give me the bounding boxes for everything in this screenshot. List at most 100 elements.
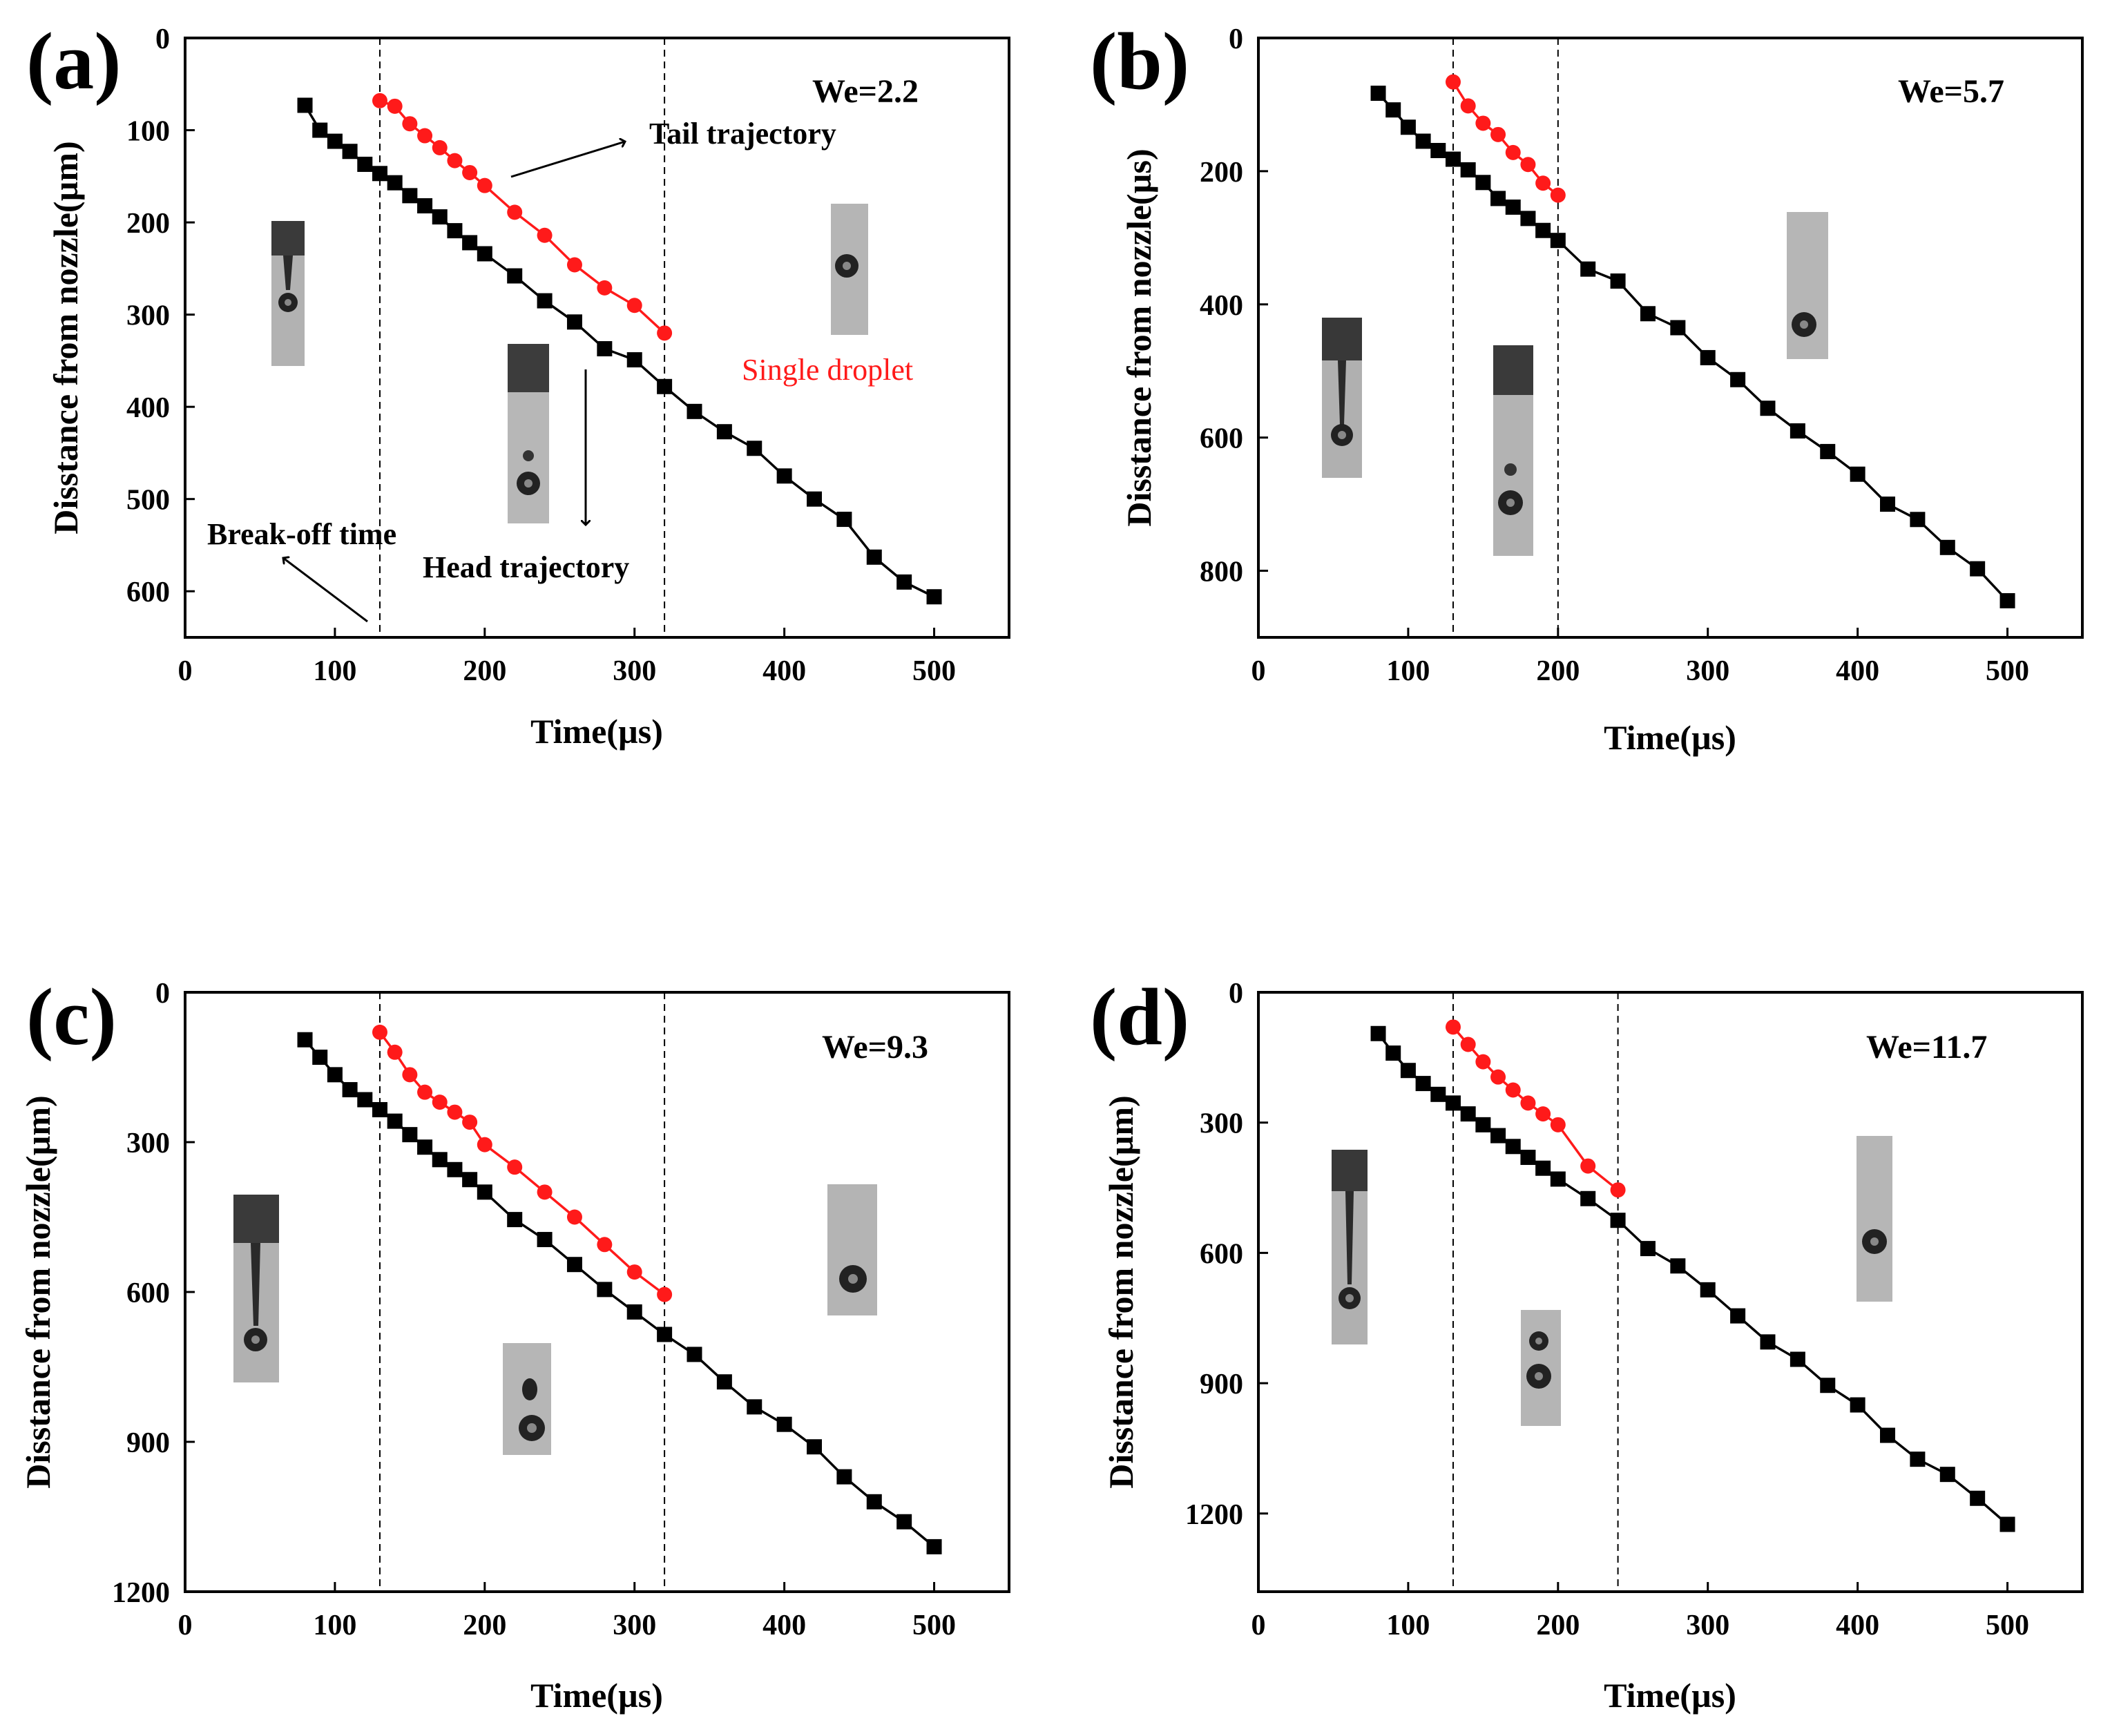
panel-d-droplet-image-1 [1332,1150,1368,1344]
head-data-point [462,1172,478,1188]
y-tick-label: 600 [126,577,170,608]
panel-c-ylabel: Disstance from nozzle(µm) [19,1095,57,1488]
head-data-point [807,1439,823,1455]
head-data-point [1385,102,1401,118]
panel-c-y-ticks: 0 300 600 900 1200 [112,978,195,1609]
panel-a-x-ticks: 0 100 200 300 400 500 [178,628,956,687]
head-data-point [1760,1334,1776,1350]
panel-b: (b) 0 200 400 600 800 0 100 200 300 400 500 We=5.… [1090,16,2084,757]
y-tick-label: 1200 [112,1577,170,1609]
tail-trajectory-line [1452,1026,1619,1191]
head-data-point [507,268,523,284]
head-data-point [1400,119,1416,135]
head-data-point [447,223,463,239]
head-data-point [372,1101,387,1117]
x-tick-label: 500 [912,655,956,687]
panel-c-xlabel: Time(µs) [530,1676,663,1715]
head-data-point [357,156,373,172]
tail-data-point [432,139,448,155]
head-data-point [417,1139,433,1155]
head-data-point [687,403,702,419]
tail-data-point [1490,1069,1506,1085]
y-tick-label: 0 [1229,978,1243,1010]
head-data-point [1610,273,1626,289]
tail-data-point [507,204,523,220]
panel-b-letter: (b) [1090,16,1189,106]
y-tick-label: 600 [1200,1238,1243,1270]
head-data-point [537,293,553,309]
panel-b-tail-series [1445,74,1566,203]
panel-b-droplet-image-1 [1322,318,1362,478]
head-data-point [327,133,343,149]
head-data-point [1939,1467,1955,1483]
panel-d-x-ticks: 0 100 200 300 400 500 [1251,1582,2029,1641]
y-tick-label: 400 [126,392,170,424]
panel-b-droplet-image-3 [1787,212,1828,359]
tail-data-point [1445,1019,1461,1035]
panel-c-head-series [297,1032,942,1554]
panel-a-tail-label: Tail trajectory [649,117,836,151]
head-data-point [807,491,823,507]
head-data-point [1475,1117,1491,1132]
head-data-point [1850,466,1865,482]
head-data-point [1999,592,2015,608]
head-data-point [1970,1490,1986,1506]
tail-data-point [402,116,418,132]
panel-c-droplet-image-2 [503,1343,551,1455]
tail-data-point [537,1184,553,1200]
head-data-point [402,188,418,204]
head-data-point [626,1304,642,1320]
panel-d-ylabel: Disstance from nozzle(µm) [1102,1095,1140,1488]
head-data-point [657,378,673,394]
head-data-point [432,1152,448,1168]
panel-c: (c) 0 300 600 900 1200 0 100 200 300 400 500 We=9… [19,972,1010,1715]
head-data-point [1670,1258,1686,1274]
tail-data-point [1535,175,1551,191]
x-tick-label: 100 [313,1610,356,1641]
head-data-point [1610,1213,1626,1228]
head-data-point [776,468,792,484]
panel-c-x-ticks: 0 100 200 300 400 500 [178,1582,956,1641]
head-data-point [1910,1452,1926,1467]
head-data-point [1430,142,1446,158]
head-data-point [1415,1076,1431,1092]
head-data-point [566,314,582,330]
panel-d-droplet-image-2 [1521,1310,1561,1426]
head-data-point [462,235,478,251]
head-data-point [776,1416,792,1432]
x-tick-label: 200 [1536,1610,1580,1641]
head-data-point [477,1184,492,1200]
panel-d-y-ticks: 0 300 600 900 1200 [1185,978,1268,1531]
x-tick-label: 300 [613,655,656,687]
head-data-point [1535,1160,1551,1176]
tail-data-point [387,1044,403,1060]
head-data-point [432,209,448,225]
y-tick-label: 500 [126,485,170,517]
head-data-point [507,1212,523,1228]
x-tick-label: 0 [178,1610,193,1641]
panel-b-ylabel: Disstance from nozzle(µs) [1120,148,1158,526]
panel-d-letter: (d) [1090,972,1189,1062]
panel-b-droplet-image-2 [1493,345,1533,556]
head-data-point [1550,1171,1566,1187]
head-data-point [477,246,492,262]
head-data-point [537,1232,553,1248]
tail-data-point [597,1237,613,1253]
tail-data-point [432,1094,448,1110]
tail-data-point [1460,1036,1476,1052]
head-data-point [747,1399,762,1415]
panel-a-letter: (a) [26,16,122,106]
head-data-point [866,1494,882,1510]
x-tick-label: 200 [463,1610,506,1641]
x-tick-label: 200 [1536,655,1580,687]
tail-data-point [1535,1106,1551,1122]
tail-data-point [372,1024,387,1040]
tail-data-point [626,298,642,314]
x-tick-label: 200 [463,655,506,687]
panel-a-droplet-image-3 [831,204,868,335]
head-data-point [1700,349,1716,365]
head-data-point [1520,1150,1536,1166]
tail-data-point [402,1067,418,1083]
panel-a-single-droplet-label: Single droplet [742,353,913,387]
y-tick-label: 800 [1200,557,1243,588]
